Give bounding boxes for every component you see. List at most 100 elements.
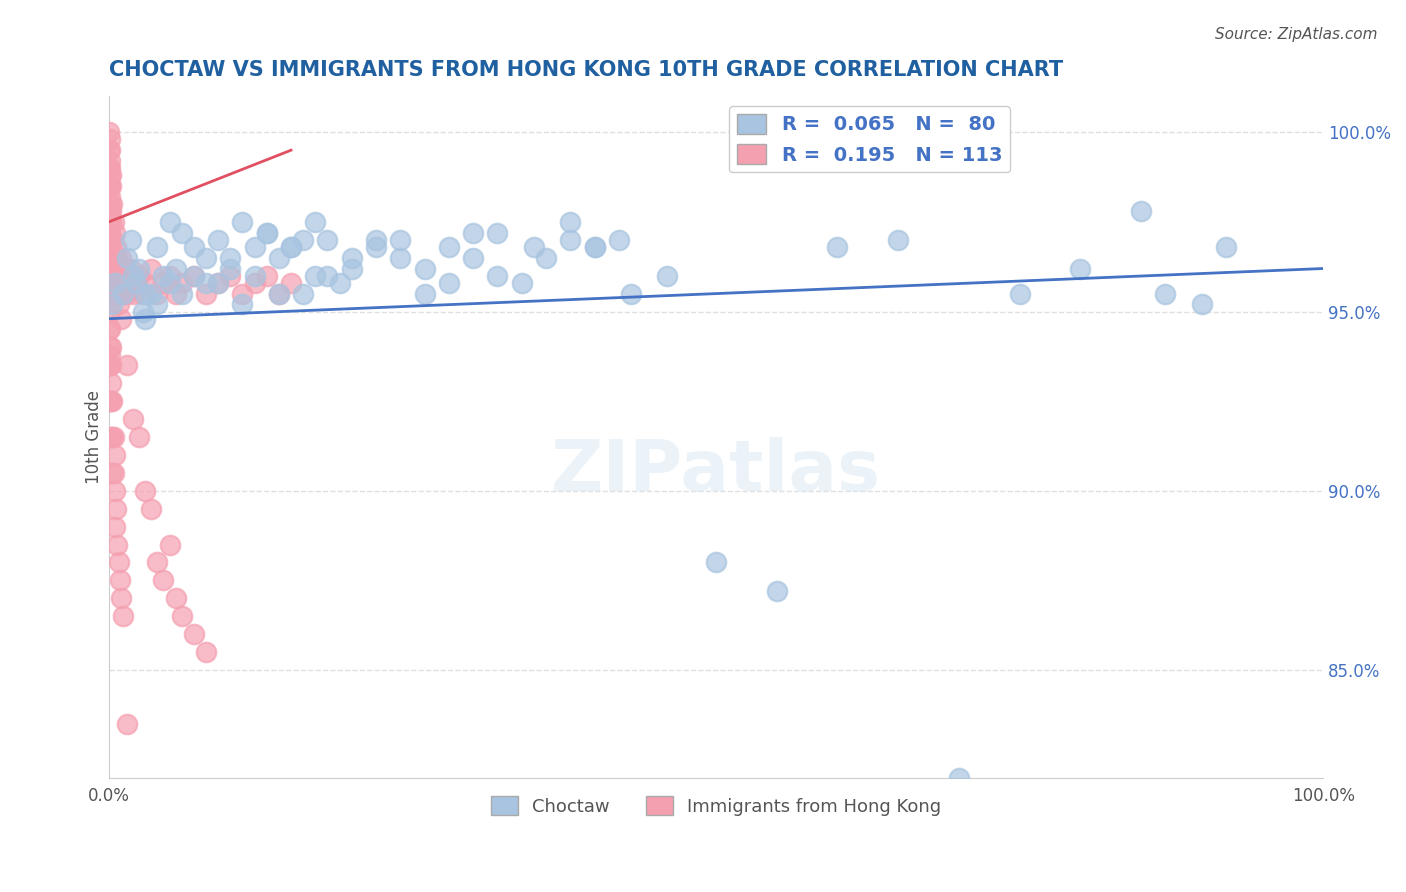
Point	[120, 233, 142, 247]
Point	[105, 251, 128, 265]
Point	[219, 268, 242, 283]
Point	[159, 537, 181, 551]
Point	[256, 268, 278, 283]
Point	[159, 276, 181, 290]
Point	[510, 276, 533, 290]
Point	[267, 251, 290, 265]
Point	[207, 276, 229, 290]
Point	[98, 197, 121, 211]
Point	[583, 240, 606, 254]
Point	[101, 466, 124, 480]
Point	[165, 261, 187, 276]
Point	[195, 276, 218, 290]
Point	[231, 215, 253, 229]
Point	[152, 276, 174, 290]
Point	[437, 240, 460, 254]
Point	[98, 347, 121, 361]
Point	[98, 179, 121, 194]
Point	[534, 251, 557, 265]
Point	[98, 340, 121, 354]
Point	[101, 430, 124, 444]
Point	[560, 215, 582, 229]
Point	[104, 448, 127, 462]
Point	[98, 226, 121, 240]
Point	[122, 286, 145, 301]
Legend: Choctaw, Immigrants from Hong Kong: Choctaw, Immigrants from Hong Kong	[484, 789, 949, 823]
Point	[100, 376, 122, 391]
Point	[98, 153, 121, 168]
Point	[183, 240, 205, 254]
Point	[243, 268, 266, 283]
Point	[100, 430, 122, 444]
Point	[329, 276, 352, 290]
Point	[463, 251, 485, 265]
Point	[103, 215, 125, 229]
Point	[463, 226, 485, 240]
Point	[620, 286, 643, 301]
Point	[340, 251, 363, 265]
Point	[114, 261, 136, 276]
Point	[219, 251, 242, 265]
Point	[104, 483, 127, 498]
Point	[98, 322, 121, 336]
Point	[146, 556, 169, 570]
Point	[110, 591, 132, 606]
Point	[117, 276, 139, 290]
Point	[128, 430, 150, 444]
Point	[183, 268, 205, 283]
Point	[657, 268, 679, 283]
Point	[101, 261, 124, 276]
Point	[159, 268, 181, 283]
Point	[231, 286, 253, 301]
Point	[183, 268, 205, 283]
Point	[108, 574, 131, 588]
Point	[98, 132, 121, 146]
Point	[98, 286, 121, 301]
Point	[141, 286, 163, 301]
Point	[152, 268, 174, 283]
Point	[101, 297, 124, 311]
Point	[134, 276, 156, 290]
Point	[100, 215, 122, 229]
Point	[101, 197, 124, 211]
Point	[304, 215, 326, 229]
Point	[231, 297, 253, 311]
Point	[364, 233, 387, 247]
Point	[219, 261, 242, 276]
Point	[413, 261, 436, 276]
Point	[256, 226, 278, 240]
Point	[98, 204, 121, 219]
Point	[141, 501, 163, 516]
Point	[103, 276, 125, 290]
Point	[107, 261, 129, 276]
Point	[292, 286, 315, 301]
Point	[115, 359, 138, 373]
Text: Source: ZipAtlas.com: Source: ZipAtlas.com	[1215, 27, 1378, 42]
Point	[98, 322, 121, 336]
Point	[105, 276, 128, 290]
Point	[104, 286, 127, 301]
Point	[115, 286, 138, 301]
Point	[124, 276, 146, 290]
Point	[100, 394, 122, 409]
Point	[413, 286, 436, 301]
Point	[120, 261, 142, 276]
Point	[103, 251, 125, 265]
Point	[389, 251, 412, 265]
Point	[486, 226, 509, 240]
Point	[104, 519, 127, 533]
Point	[105, 286, 128, 301]
Point	[124, 276, 146, 290]
Point	[267, 286, 290, 301]
Point	[280, 276, 302, 290]
Point	[128, 261, 150, 276]
Text: ZIPatlas: ZIPatlas	[551, 436, 882, 506]
Point	[134, 311, 156, 326]
Point	[316, 268, 339, 283]
Point	[165, 591, 187, 606]
Point	[98, 161, 121, 175]
Point	[112, 609, 135, 624]
Point	[765, 584, 787, 599]
Point	[364, 240, 387, 254]
Point	[112, 276, 135, 290]
